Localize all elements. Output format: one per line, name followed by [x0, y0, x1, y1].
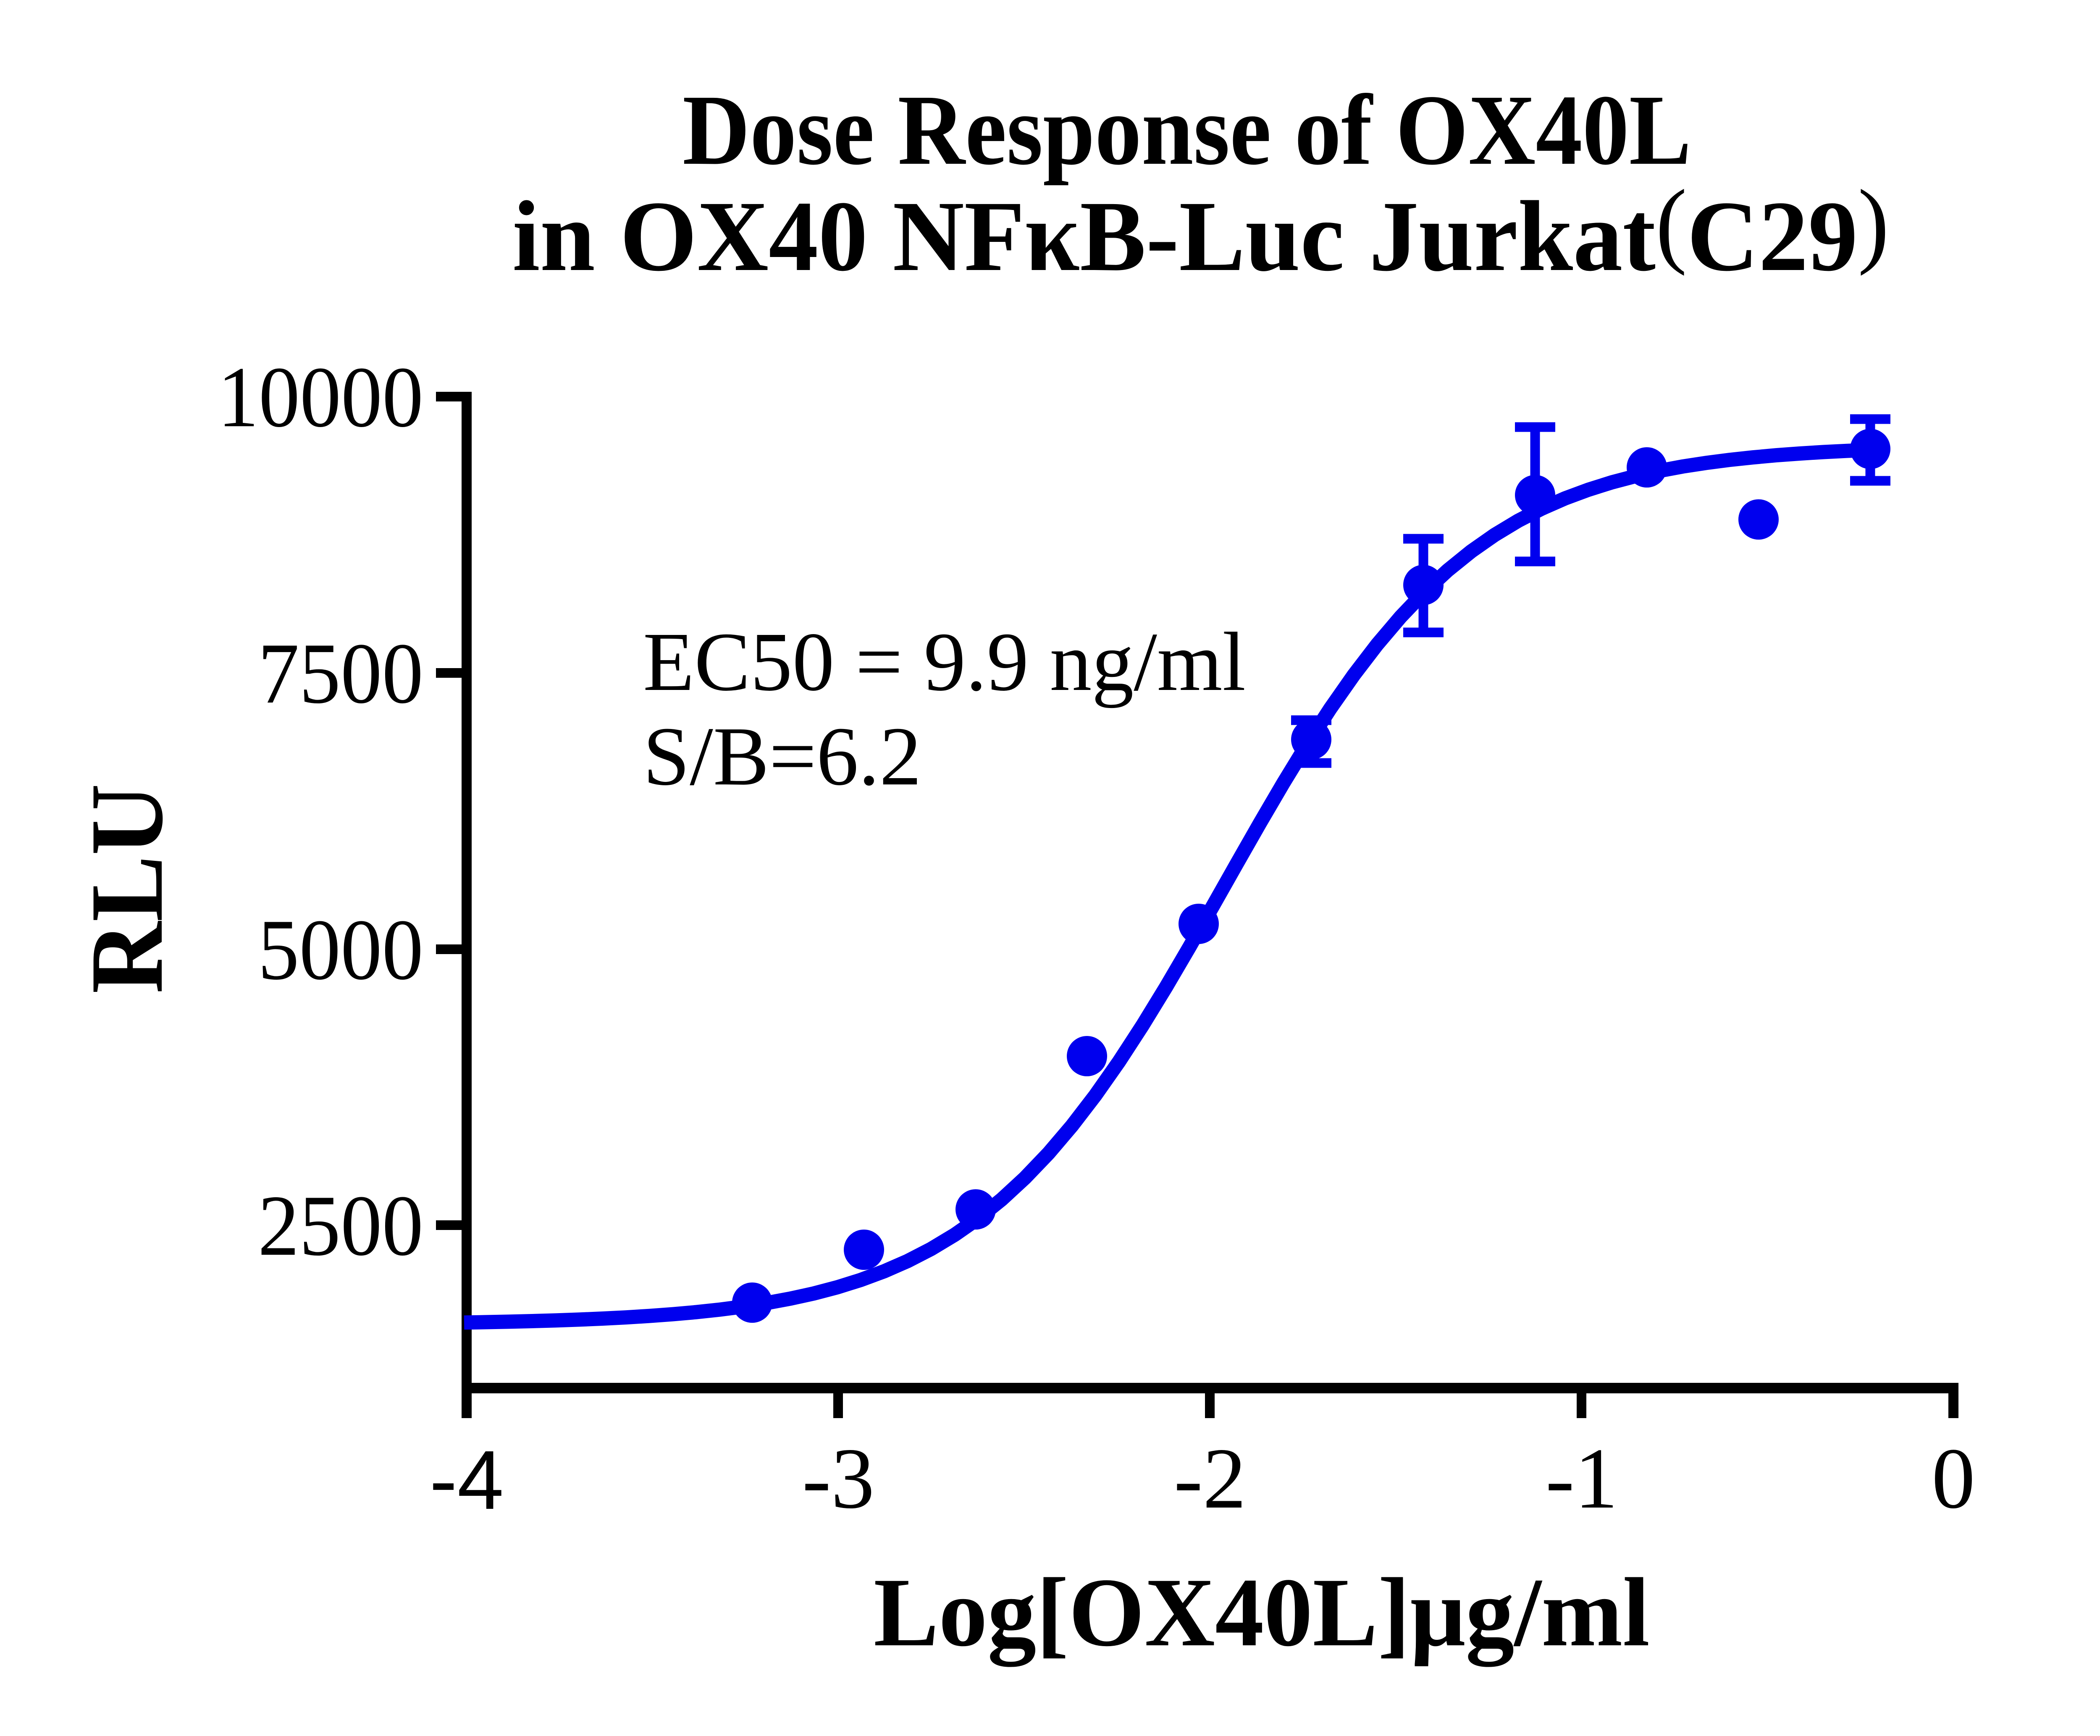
svg-text:S/B=6.2: S/B=6.2 — [643, 710, 921, 803]
svg-text:in OX40 NFκB-Luc Jurkat(C29): in OX40 NFκB-Luc Jurkat(C29) — [512, 170, 1889, 292]
svg-text:Dose Response of OX40L: Dose Response of OX40L — [682, 74, 1691, 186]
svg-text:EC50 = 9.9 ng/ml: EC50 = 9.9 ng/ml — [643, 616, 1246, 708]
svg-text:-3: -3 — [802, 1430, 874, 1526]
svg-text:Log[OX40L]μg/ml: Log[OX40L]μg/ml — [874, 1558, 1650, 1667]
svg-text:5000: 5000 — [258, 902, 423, 998]
svg-text:2500: 2500 — [258, 1177, 423, 1274]
svg-text:10000: 10000 — [218, 349, 423, 445]
svg-text:0: 0 — [1932, 1430, 1975, 1526]
svg-text:-1: -1 — [1546, 1430, 1618, 1526]
svg-text:7500: 7500 — [258, 625, 423, 721]
svg-text:RLU: RLU — [69, 784, 184, 994]
svg-text:-2: -2 — [1174, 1430, 1246, 1526]
svg-text:-4: -4 — [430, 1434, 504, 1527]
